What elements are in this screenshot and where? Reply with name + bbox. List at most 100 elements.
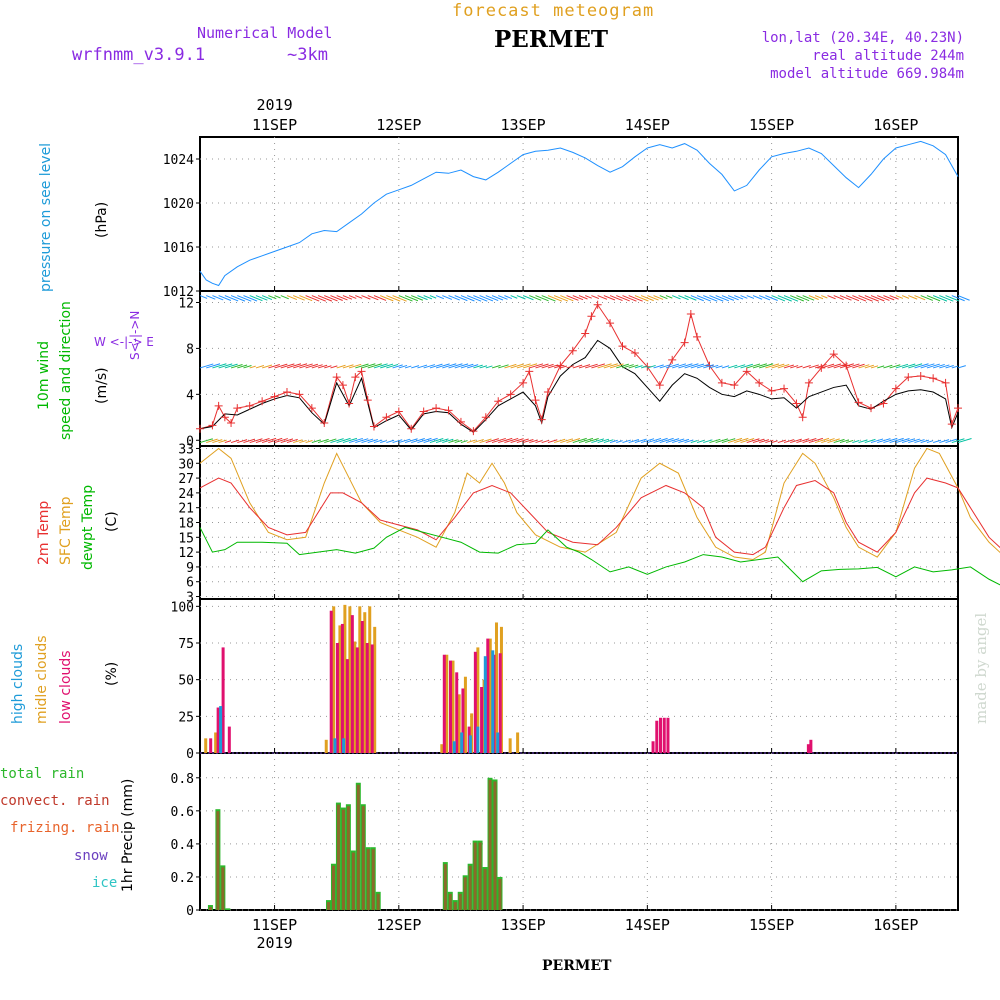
cloud-bar-midle-clouds xyxy=(324,739,328,753)
convect-rain-label: convect. rain xyxy=(0,793,110,809)
wind-direction-barb xyxy=(255,437,270,444)
wind-direction-barb xyxy=(777,295,792,302)
wind-direction-barb xyxy=(858,364,870,369)
wind-speed-marker xyxy=(680,338,689,347)
cloud-bar-low-clouds xyxy=(473,651,477,753)
wind-direction-barb xyxy=(889,295,899,300)
cloud-bar-midle-clouds xyxy=(476,647,480,753)
wind-direction-barb xyxy=(342,364,354,369)
wind-direction-barb xyxy=(734,437,749,444)
wind-direction-barb xyxy=(616,363,629,369)
wind-direction-barb xyxy=(522,363,538,369)
wind-direction-barb xyxy=(945,295,960,302)
wind-direction-barb xyxy=(765,363,780,369)
wind-speed-marker xyxy=(730,381,739,390)
wind-direction-barb xyxy=(696,439,705,444)
tick-label-y: 4 xyxy=(186,388,194,403)
wind-direction-barb xyxy=(771,363,785,369)
wind-direction-barb xyxy=(454,439,463,444)
wind-direction-barb xyxy=(336,437,351,444)
wind-direction-barb xyxy=(379,295,394,302)
wind-direction-barb xyxy=(796,365,803,369)
wind-direction-barb xyxy=(554,364,563,369)
wind-direction-barb xyxy=(355,363,369,369)
wind-direction-barb xyxy=(827,438,840,444)
sfc-temp-line xyxy=(199,447,1000,561)
wind-direction-barb xyxy=(628,364,639,369)
wind-direction-barb xyxy=(908,295,918,300)
cloud-bar-midle-clouds xyxy=(348,606,352,753)
wind-direction-barb xyxy=(846,363,860,369)
wind-direction-barb xyxy=(852,295,867,302)
cloud-bar-low-clouds xyxy=(209,738,213,753)
wind-direction-barb xyxy=(243,365,252,369)
wind-direction-barb xyxy=(808,437,824,444)
wind-direction-barb xyxy=(230,295,246,302)
wind-direction-barb xyxy=(839,295,852,301)
wind-speed-marker xyxy=(755,378,764,387)
wind-direction-barb xyxy=(833,438,845,444)
wind-direction-barb xyxy=(591,438,605,444)
wind-direction-barb xyxy=(659,295,668,300)
wind-direction-barb xyxy=(553,295,569,302)
wind-speed-marker xyxy=(351,373,360,382)
wind-direction-barb xyxy=(479,438,492,444)
wind-direction-barb xyxy=(889,437,904,444)
wind-speed-marker xyxy=(568,346,577,355)
wind-direction-barb xyxy=(597,438,609,444)
wind-direction-barb xyxy=(529,439,538,444)
wind-direction-barb xyxy=(709,295,724,302)
wind-speed-marker xyxy=(792,399,801,408)
wind-direction-barb xyxy=(572,364,583,369)
precip-bar-convect xyxy=(356,784,360,910)
day-label-bottom: 14SEP xyxy=(625,916,670,934)
wind-direction-barb xyxy=(212,439,223,444)
wind-direction-barb xyxy=(957,295,970,301)
wind-direction-barb xyxy=(870,365,879,369)
wind-direction-barb xyxy=(765,295,778,301)
wind-direction-barb xyxy=(454,363,469,369)
wind-direction-barb xyxy=(249,438,263,444)
wind-direction-barb xyxy=(678,363,693,369)
cloud-bar-high-clouds xyxy=(496,732,500,753)
wind-direction-barb xyxy=(703,439,713,444)
wind-speed-marker xyxy=(867,404,876,413)
cloud-bar-low-clouds xyxy=(355,647,359,753)
wind-direction-barb xyxy=(870,295,885,302)
wind-direction-barb xyxy=(411,365,420,369)
wind-direction-barb xyxy=(901,438,916,444)
wind-direction-barb xyxy=(498,295,508,300)
cloud-bar-high-clouds xyxy=(333,738,337,753)
wind-direction-barb xyxy=(479,365,488,369)
wind-direction-barb xyxy=(317,438,329,444)
wind-direction-barb xyxy=(473,295,488,302)
wind-direction-barb xyxy=(268,295,277,300)
wind-direction-barb xyxy=(926,363,940,369)
wind-direction-barb xyxy=(759,439,770,444)
wind-direction-barb xyxy=(311,439,321,444)
wind-direction-barb xyxy=(305,363,318,369)
cloud-bar-low-clouds xyxy=(666,717,670,753)
coordinates: lon,lat (20.34E, 40.23N) xyxy=(761,30,964,46)
cloud-bar-low-clouds xyxy=(651,741,655,753)
precip-bar-convect xyxy=(341,809,345,910)
cloud-bar-low-clouds xyxy=(335,643,339,753)
wind-direction-barb xyxy=(659,437,674,444)
precip-bar-convect xyxy=(361,806,365,910)
wind-direction-barb xyxy=(653,364,664,369)
cloud-bar-midle-clouds xyxy=(516,732,520,753)
wind-direction-barb xyxy=(535,440,543,444)
wind-direction-barb xyxy=(466,295,482,302)
cloud-bar-midle-clouds xyxy=(445,654,449,753)
wind-direction-barb xyxy=(908,438,921,444)
wind-direction-barb xyxy=(522,438,534,444)
wind-direction-barb xyxy=(870,438,884,444)
wind-direction-barb xyxy=(895,295,904,299)
wind-direction-barb xyxy=(883,364,893,369)
wind-direction-barb xyxy=(864,295,879,302)
wind-direction-barb xyxy=(367,363,382,369)
wind-direction-barb xyxy=(299,363,313,369)
wind-direction-barb xyxy=(665,438,680,444)
wind-direction-barb xyxy=(404,438,418,444)
wind-direction-barb xyxy=(895,437,910,444)
